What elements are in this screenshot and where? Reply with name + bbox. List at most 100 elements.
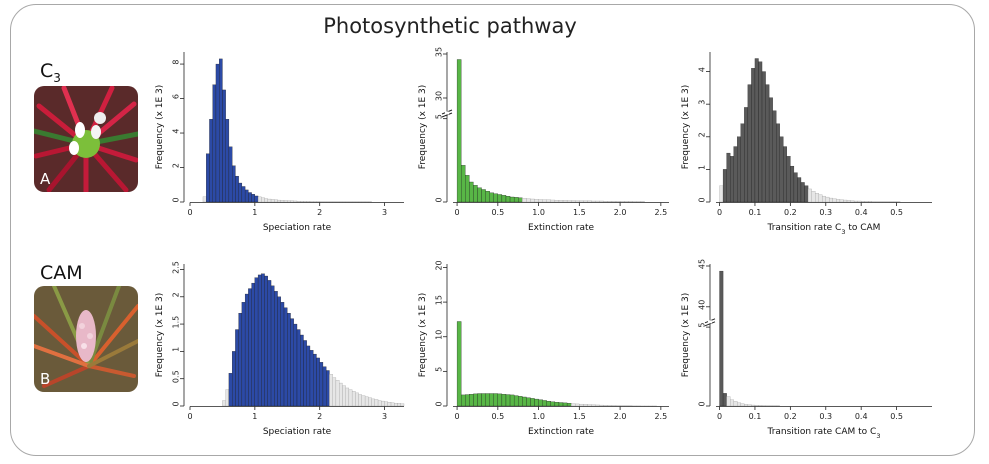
x-tick-label: 1.5 [573, 412, 586, 421]
histogram-bar [636, 201, 641, 203]
histogram-bar [313, 201, 317, 203]
histogram-bar [829, 197, 834, 203]
histogram-bar [303, 340, 307, 407]
histogram-bar [303, 201, 307, 203]
histogram-bar [846, 200, 851, 203]
axis-break-gap [445, 111, 449, 115]
y-tick-label: 8 [172, 60, 181, 65]
histogram-bar [489, 393, 494, 407]
histogram-bar [751, 404, 756, 407]
histogram-bar [316, 201, 320, 203]
y-tick-label-upper: 30 [435, 91, 444, 101]
histogram-bar [400, 403, 405, 407]
histogram-bar [853, 200, 858, 203]
y-tick-label: 6 [172, 94, 181, 99]
y-tick-label: 10 [435, 330, 444, 340]
histogram-bar [534, 398, 539, 407]
histogram-bar [456, 59, 462, 203]
histogram-bar [316, 357, 320, 407]
histogram-bar [477, 393, 482, 407]
y-tick-label-upper: 45 [698, 259, 707, 269]
histogram-bar [290, 200, 294, 203]
histogram-bar [761, 71, 766, 203]
histogram-bar [313, 353, 317, 407]
histogram-bar [287, 200, 291, 203]
histogram-bar [522, 396, 527, 407]
histogram-bar [296, 329, 301, 407]
figure-frame [10, 4, 975, 456]
histogram-bar [287, 313, 291, 407]
histogram-bar [591, 404, 596, 407]
histogram-bar [822, 195, 826, 203]
x-axis-title: Extinction rate [528, 427, 595, 437]
histogram-bar [542, 400, 547, 407]
histogram-bar [283, 200, 288, 203]
x-axis-title-main: Transition rate C [767, 223, 842, 233]
histogram-bar [530, 198, 535, 203]
axis-break-gap [708, 320, 712, 324]
y-axis-title: Frequency (x 1E 3) [155, 85, 165, 170]
y-tick-label: 20 [435, 260, 444, 270]
x-tick-label: 2.5 [654, 412, 667, 421]
x-tick-label: 0.5 [491, 208, 504, 217]
histogram-bar [248, 288, 252, 407]
y-tick-label: 2 [172, 292, 181, 297]
histogram-bar [797, 177, 802, 203]
histogram-bar [493, 393, 498, 407]
histogram-bar [267, 280, 272, 407]
chart-c3-transition: 0 0.1 0.2 0.3 0.4 0.5 0 1 2 3 4 Transition rate C3 … [681, 52, 932, 236]
histogram-bar [261, 197, 265, 203]
photo-letter-a: A [40, 170, 51, 188]
histogram-bar [358, 394, 362, 407]
histogram-bar [274, 291, 278, 407]
x-axis-title-main: Speciation rate [263, 427, 332, 437]
histogram-bar [733, 146, 738, 203]
histogram-bar [868, 201, 872, 203]
histogram-bar [765, 84, 770, 203]
histogram-bar [850, 200, 855, 203]
histogram-bar [619, 201, 625, 203]
histogram-bar [800, 182, 805, 203]
chart-cam-transition: 0 0.1 0.2 0.3 0.4 0.5 0 5 40 45 Transition rate CA… [681, 259, 932, 440]
histogram-bar [571, 403, 576, 407]
histogram-bar [505, 196, 511, 203]
histogram-bar [473, 393, 478, 407]
histogram-bar [270, 199, 275, 203]
histogram-bar [607, 201, 613, 203]
histogram-bar [381, 400, 385, 407]
histogram-bar [538, 399, 543, 407]
y-tick-label-upper: 35 [435, 47, 444, 57]
histogram-bar [348, 389, 353, 407]
histogram-bar [342, 385, 346, 407]
y-axis-title: Frequency (x 1E 3) [418, 85, 428, 170]
y-tick-label: 1 [172, 347, 181, 352]
histogram-bar [758, 61, 763, 203]
histogram-bar [747, 84, 752, 203]
histogram-bar [628, 201, 633, 203]
x-tick-label: 2.5 [654, 208, 667, 217]
histogram-bar [526, 397, 531, 407]
histogram-bar [754, 405, 759, 407]
histogram-bar [611, 201, 617, 203]
histogram-bar [469, 394, 474, 407]
histogram-bar [737, 402, 741, 407]
histogram-bar [228, 146, 233, 203]
histogram-bar [730, 156, 734, 203]
histogram-bar [804, 185, 809, 203]
histogram-bar [758, 405, 763, 407]
y-tick-label: 15 [435, 295, 444, 305]
x-tick-label: 1.0 [532, 412, 545, 421]
histogram-bar [587, 404, 592, 407]
histogram-bar [244, 293, 249, 407]
histogram-bar [485, 393, 490, 407]
histogram-bar [513, 395, 519, 407]
histogram-bar [579, 200, 584, 203]
histogram-bar [232, 351, 236, 407]
histogram-bar [319, 362, 324, 407]
histogram-bar [280, 302, 285, 407]
x-tick-label: 0.2 [784, 412, 797, 421]
y-tick-label: 0 [698, 401, 707, 406]
histogram-bar [744, 404, 749, 407]
histogram-bar [783, 146, 787, 203]
histogram-bar [843, 199, 848, 203]
